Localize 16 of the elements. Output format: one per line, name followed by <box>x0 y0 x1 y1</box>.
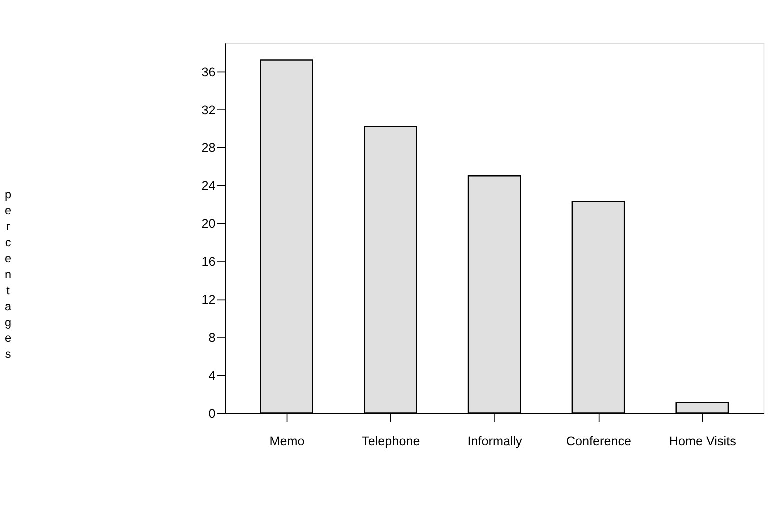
x-tick-label: Conference <box>566 434 632 449</box>
y-tick-label: 36 <box>202 65 216 80</box>
x-tick-label: Memo <box>270 434 305 449</box>
y-tick-label: 32 <box>202 103 216 118</box>
text: percentages <box>4 188 12 362</box>
y-tick-label: 12 <box>202 293 216 308</box>
y-tick-label: 0 <box>208 406 216 421</box>
y-tick-label: 24 <box>202 179 216 194</box>
y-tick-label: 20 <box>202 217 216 232</box>
x-tick-label: Telephone <box>362 434 420 449</box>
y-tick-label: 4 <box>208 368 216 383</box>
x-tick-label: Informally <box>468 434 524 449</box>
y-tick-label: 8 <box>208 331 216 346</box>
y-tick-label: 16 <box>202 255 216 270</box>
y-tick-label: 28 <box>202 141 216 156</box>
x-tick-label: Home Visits <box>669 434 736 449</box>
